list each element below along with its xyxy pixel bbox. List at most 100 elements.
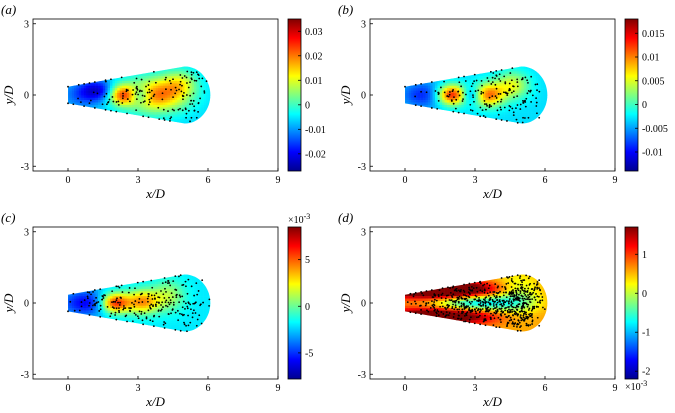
sample-point [492,303,495,305]
sample-point [447,286,449,289]
sample-point [511,322,514,325]
sample-point [88,102,91,105]
sample-point [510,290,513,293]
sample-point [181,306,184,309]
sample-point [528,298,531,301]
sample-point [487,301,490,304]
sample-point [498,299,501,301]
sample-point [422,294,425,297]
sample-point [174,311,177,314]
sample-point [189,303,192,306]
sample-point [414,104,417,107]
sample-point [492,293,495,296]
sample-point [469,311,472,313]
sample-points-d [406,274,546,332]
sample-point [515,312,518,315]
sample-point [410,302,413,305]
sample-point [187,324,190,327]
x-tick-label: 9 [276,175,281,186]
sample-point [126,112,128,115]
y-tick-label: 3 [361,227,366,238]
sample-point [494,83,497,86]
sample-point [135,87,138,89]
sample-point [463,314,466,317]
sample-point [531,308,534,311]
sample-point [177,108,180,111]
sample-point [484,116,487,119]
sample-point [138,310,141,313]
sample-point [538,301,541,303]
sample-point [136,281,139,284]
sample-point [511,107,514,110]
sample-point [89,99,92,102]
sample-point [500,108,502,111]
sample-point [525,303,528,306]
sample-point [406,301,409,304]
sample-point [181,284,184,287]
sample-point [145,317,148,320]
sample-point [526,315,529,318]
sample-point [152,304,154,307]
sample-point [456,308,459,311]
sample-point [197,74,200,77]
sample-point [469,90,472,93]
sample-point [536,301,539,304]
sample-point [440,311,443,313]
sample-point [484,310,487,313]
sample-point [119,296,122,299]
sample-point [157,309,160,312]
sample-point [153,294,156,297]
sample-point [110,109,112,112]
sample-point [165,290,167,293]
sample-point [430,107,433,109]
sample-point [495,310,497,312]
sample-point [150,294,153,297]
sample-point [495,70,498,72]
sample-point [412,295,415,298]
sample-point [497,113,500,116]
sample-point [484,103,486,105]
sample-point [499,300,502,303]
sample-point [500,321,502,323]
sample-point [516,121,519,124]
sample-point [426,309,428,312]
sample-point [498,73,501,76]
sample-point [535,101,538,104]
sample-point [499,290,501,293]
sample-point [453,96,455,99]
sample-point [483,291,486,294]
sample-point [480,305,483,307]
sample-point [419,304,422,307]
sample-point [480,90,483,93]
sample-point [151,298,154,300]
sample-point [538,279,541,282]
sample-point [470,316,472,319]
sample-point [522,279,524,282]
sample-point [93,81,96,83]
sample-point [414,300,416,303]
sample-point [511,321,514,324]
sample-point [186,330,188,333]
sample-point [437,93,440,96]
sample-point [110,312,113,315]
sample-point [435,312,438,315]
sample-point [471,300,473,303]
sample-point [166,305,169,308]
sample-point [468,321,471,324]
sample-point [512,111,515,114]
sample-point [474,294,477,297]
sample-point [538,90,541,93]
sample-point [186,307,189,310]
sample-point [150,97,153,100]
sample-point [116,297,118,300]
sample-point [155,301,158,304]
y-tick-label: 3 [24,19,29,30]
sample-point [97,301,100,303]
sample-point [447,95,450,98]
sample-point [506,276,508,278]
sample-point [504,313,506,316]
y-tick-label: -3 [358,162,366,173]
sample-point [458,295,461,298]
sample-point [195,324,198,327]
sample-point [127,291,130,294]
